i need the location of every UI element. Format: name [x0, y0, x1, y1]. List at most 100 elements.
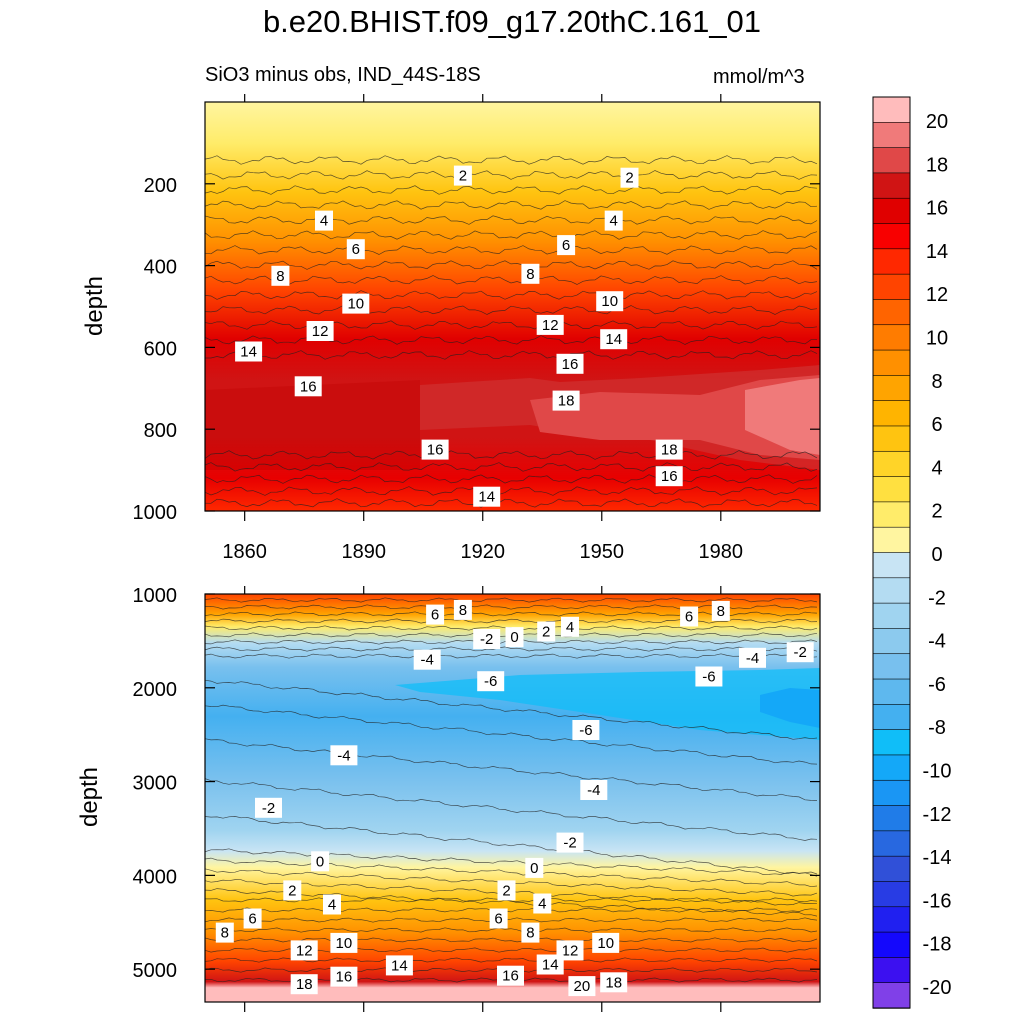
- contour-label-text: 14: [542, 957, 559, 974]
- colorbar-swatch: [872, 299, 911, 326]
- colorbar-swatch: [872, 400, 911, 427]
- colorbar-swatch: [872, 805, 911, 832]
- contour-label-text: 2: [625, 170, 633, 187]
- contour-label-text: 8: [717, 603, 725, 620]
- contour-label-box: [655, 439, 683, 460]
- contour-label-text: 16: [502, 968, 519, 985]
- colorbar-swatch: [872, 628, 911, 655]
- contour-label: 6: [346, 239, 365, 260]
- contour-label-text: 2: [459, 168, 467, 185]
- contour-label-text: -6: [702, 669, 715, 686]
- contour-line: [205, 474, 818, 484]
- contour-label: 6: [489, 908, 508, 929]
- contour-label-text: 8: [526, 925, 534, 942]
- contour-label-box: [711, 600, 730, 621]
- contour-label-text: -6: [579, 722, 592, 739]
- contour-label: 8: [215, 922, 234, 943]
- contour-line: [205, 957, 818, 963]
- contour-label-text: 8: [276, 268, 284, 285]
- colorbar-swatch: [872, 96, 911, 124]
- contour-label: 2: [497, 880, 516, 901]
- contour-label: 6: [426, 604, 445, 625]
- contour-label-text: 18: [661, 442, 678, 459]
- contour-label-box: [315, 210, 333, 231]
- y-tick-label: 600: [144, 338, 177, 360]
- contour-label: 12: [536, 314, 564, 335]
- contour-label: 10: [330, 932, 358, 953]
- contour-label-text: 14: [391, 957, 408, 974]
- contour-label: 16: [556, 353, 584, 374]
- contour-label-box: [604, 210, 623, 231]
- contour-label-box: [600, 329, 628, 350]
- contour-line: [205, 917, 818, 923]
- contour-label-text: 4: [538, 896, 546, 913]
- colorbar-labels: 20181614121086420-2-4-6-8-10-12-14-16-18…: [923, 111, 952, 999]
- colorbar-frame: [872, 96, 911, 1009]
- contour-label-box: [497, 880, 516, 901]
- contour-label: -6: [695, 666, 723, 687]
- contour-label-text: -2: [480, 631, 493, 648]
- contour-line: [205, 907, 818, 913]
- contour-label: 8: [521, 263, 540, 284]
- units-subtitle: mmol/m^3: [713, 66, 805, 88]
- contour-label-text: 16: [336, 969, 353, 986]
- x-tick-label: 1860: [222, 541, 267, 563]
- contour-label-text: 4: [320, 213, 328, 230]
- colorbar-swatch: [872, 349, 911, 377]
- contour-label-text: 8: [459, 602, 467, 619]
- contour-label: 4: [604, 210, 623, 231]
- contour-line: [205, 937, 818, 943]
- colorbar-label: 18: [926, 154, 948, 176]
- colorbar-swatch: [872, 653, 911, 680]
- contour-label-box: [592, 932, 620, 953]
- contour-label-box: [536, 954, 564, 975]
- upper-contour-lines: [205, 155, 818, 508]
- contour-label: 4: [315, 210, 333, 231]
- contour-line: [205, 275, 818, 285]
- colorbar-swatch: [872, 577, 911, 604]
- contour-label: -4: [330, 745, 358, 766]
- contour-label: -2: [786, 642, 814, 663]
- colorbar: [872, 96, 911, 1009]
- contour-label-text: 14: [605, 331, 622, 348]
- contour-label: 14: [600, 329, 628, 350]
- contour-label: 4: [561, 616, 579, 637]
- colorbar-label: -2: [928, 587, 946, 609]
- contour-label: 14: [385, 955, 413, 976]
- contour-line: [205, 653, 818, 659]
- contour-line: [205, 897, 818, 903]
- contour-line: [205, 704, 818, 765]
- contour-label-text: 12: [296, 942, 313, 959]
- colorbar-label: -8: [928, 717, 946, 739]
- contour-label-text: 6: [562, 237, 570, 254]
- y-tick-label: 4000: [133, 866, 178, 888]
- contour-label-box: [695, 666, 723, 687]
- contour-label-text: 8: [221, 925, 229, 942]
- contour-label: 18: [552, 390, 580, 411]
- contour-label-box: [473, 629, 501, 649]
- contour-label: 6: [680, 606, 699, 627]
- colorbar-swatch: [872, 552, 911, 579]
- contour-label-box: [453, 165, 472, 186]
- contour-label: 0: [505, 627, 524, 648]
- contour-label-text: -4: [746, 650, 759, 667]
- contour-label: 12: [290, 940, 318, 961]
- colorbar-swatch: [872, 729, 911, 756]
- colorbar-swatch: [872, 450, 911, 478]
- contour-line: [205, 305, 818, 315]
- contour-line: [205, 155, 818, 165]
- colorbar-swatch: [872, 526, 911, 554]
- contour-label-box: [255, 797, 282, 818]
- contour-label-box: [473, 486, 501, 507]
- colorbar-swatch: [872, 704, 911, 731]
- contour-label: 2: [537, 621, 556, 642]
- contour-line: [205, 230, 818, 240]
- colorbar-swatch: [872, 830, 911, 857]
- upper-20plus-region: [745, 378, 820, 455]
- contour-label-box: [505, 627, 524, 648]
- contour-line: [205, 888, 818, 917]
- contour-label-box: [235, 341, 263, 362]
- colorbar-swatch: [872, 223, 911, 250]
- contour-label-text: 18: [558, 393, 575, 410]
- variable-subtitle: SiO3 minus obs, IND_44S-18S: [205, 64, 481, 86]
